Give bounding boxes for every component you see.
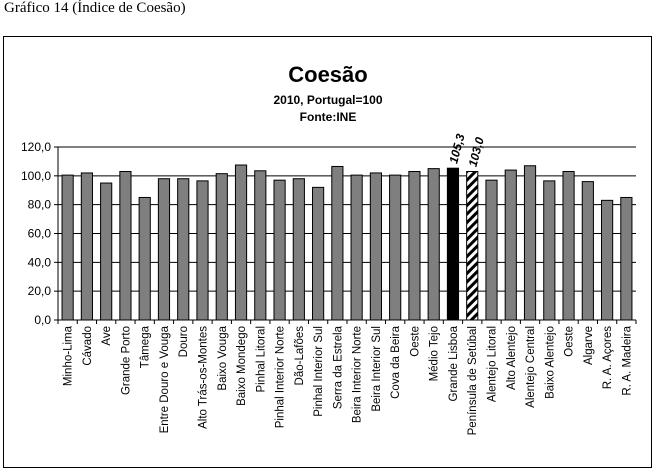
x-axis: Minho-Lima Cávado Ave Grande Porto Tâmega Ent… (57, 319, 637, 435)
category-label: Baixo Alentejo (544, 326, 556, 399)
category-label: Alentejo Litoral (487, 326, 499, 402)
category-label: Minho-Lima (63, 325, 75, 386)
bar (331, 165, 344, 321)
category-label: Baixo Vouga (217, 325, 229, 390)
category-label: Grande Porto (120, 326, 132, 395)
bar (119, 171, 132, 321)
category-label: Pinhal Interior Sul (313, 326, 325, 417)
bar (157, 178, 171, 321)
bar (389, 174, 402, 321)
y-tick-label: 60,0 (28, 227, 52, 241)
y-tick-label: 0,0 (34, 313, 51, 327)
bar (100, 182, 113, 321)
category-label: Alentejo Central (525, 326, 537, 408)
chart-caption: Gráfico 14 (Índice de Coesão) (4, 0, 186, 16)
bar (543, 180, 556, 321)
category-label: Ave (101, 326, 113, 346)
category-label: Serra da Estrela (332, 325, 344, 409)
category-label: Dão-Lafões (294, 326, 306, 386)
chart-frame (3, 36, 652, 468)
bar (581, 181, 594, 321)
bar (601, 199, 614, 321)
bar (485, 179, 498, 321)
category-label: Península de Setúbal (467, 326, 479, 435)
bar (177, 178, 190, 321)
bar (523, 165, 537, 321)
category-label: Algarve (583, 326, 595, 365)
category-label: Douro (178, 326, 190, 357)
category-label: Oeste (409, 326, 421, 357)
category-label: Beira Interior Norte (352, 326, 364, 423)
bar (254, 170, 267, 321)
category-label: Baixo Mondego (236, 326, 248, 406)
y-axis: 0,0 20,0 40,0 60,0 80,0 100,0 120,0 (21, 140, 59, 327)
bar (234, 164, 248, 321)
category-label: Cávado (82, 326, 94, 366)
y-tick-label: 20,0 (28, 284, 52, 298)
chart-subtitle: 2010, Portugal=100 (273, 93, 382, 107)
bar (369, 172, 382, 321)
data-label: 105,3 (446, 132, 467, 165)
bar (427, 168, 440, 321)
category-label: Pinhal Interior Norte (275, 326, 287, 428)
category-label: Cova da Beira (390, 325, 402, 398)
category-label: Beira Interior Sul (371, 326, 383, 412)
bar (504, 169, 517, 321)
category-label: Grande Lisboa (448, 325, 460, 401)
bar (312, 186, 325, 321)
category-label: Alto Trás-os-Montes (198, 326, 210, 429)
bar (138, 196, 151, 321)
bar (196, 180, 209, 321)
chart-title: Coesão (288, 62, 367, 87)
bar (350, 174, 363, 321)
bar (292, 178, 305, 321)
bar (562, 171, 575, 321)
y-tick-label: 40,0 (28, 255, 52, 269)
y-tick-label: 120,0 (21, 140, 51, 154)
bar (61, 174, 74, 321)
category-label: Médio Tejo (429, 326, 441, 381)
category-label: Pinhal Litoral (255, 326, 267, 392)
category-label: R. A. Açores (602, 326, 614, 390)
bar (408, 171, 421, 321)
bars (61, 164, 633, 321)
bar (620, 196, 633, 321)
bar (215, 173, 228, 321)
y-tick-label: 80,0 (28, 198, 52, 212)
category-label: R. A. Madeira (621, 325, 633, 395)
data-label: 103,0 (466, 135, 487, 168)
y-tick-label: 100,0 (21, 169, 51, 183)
bar (446, 167, 460, 321)
category-label: Tâmega (140, 325, 152, 368)
bar (466, 171, 479, 321)
category-label: Entre Douro e Vouga (159, 325, 171, 433)
bar (273, 179, 286, 321)
category-label: Oeste (564, 326, 576, 357)
category-label: Alto Alentejo (506, 326, 518, 390)
chart-source: Fonte:INE (300, 110, 357, 124)
bar (80, 172, 93, 321)
